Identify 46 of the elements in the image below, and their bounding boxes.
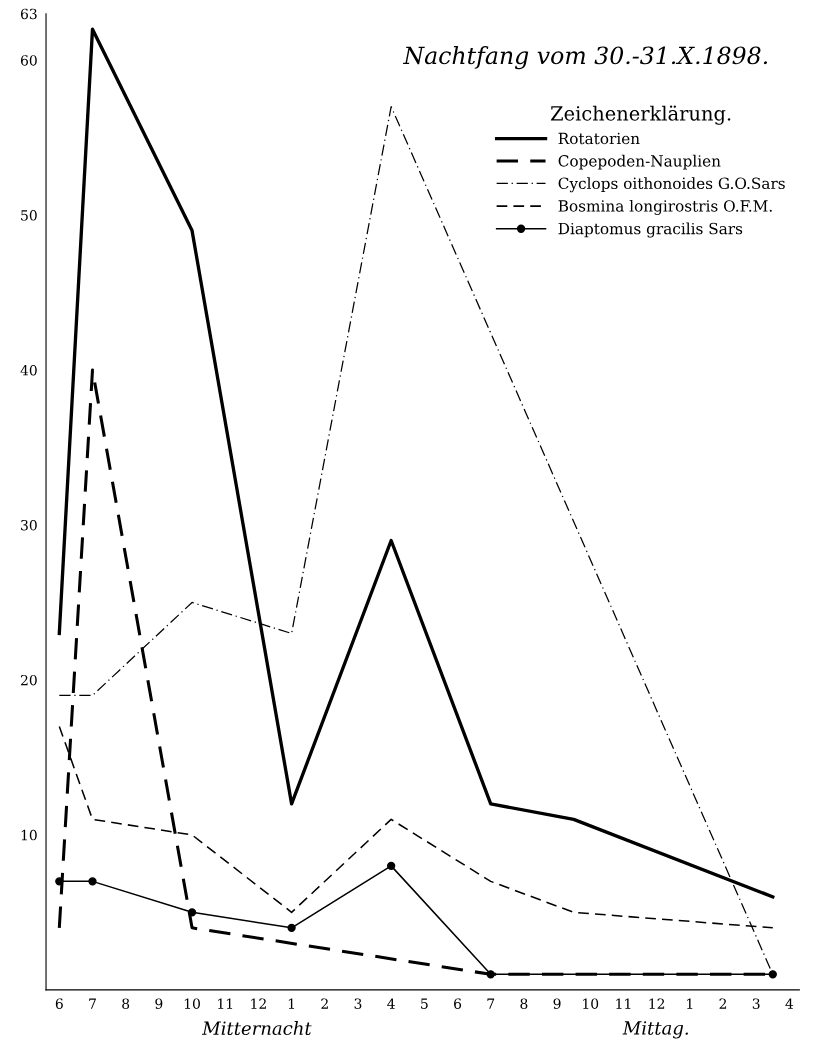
x-tick-label: 12 [649,998,665,1009]
legend-label: Cyclops oithonoides G.O.Sars [558,177,785,193]
x-tick-label: 3 [354,998,362,1009]
x-tick-label: 11 [616,998,631,1009]
x-tick-label: 6 [55,998,63,1009]
x-tick-label: 4 [785,998,794,1009]
text: Mitternacht [201,1021,312,1036]
x-tick-label: 5 [421,998,428,1009]
y-tick-label: 60 [20,55,37,66]
legend-label: Diaptomus gracilis Sars [558,222,743,238]
point [88,877,97,886]
point [187,908,197,917]
y-tick-label: 10 [21,829,37,841]
x-tick-label: 2 [321,998,328,1009]
x-tick-label: 6 [454,998,462,1009]
x-tick-label: 8 [122,998,130,1009]
legend-label: Bosmina longirostris O.F.M. [558,199,772,215]
y-tick-label: 20 [20,674,37,686]
x-tick-label: 7 [487,998,495,1009]
legend-label: Rotatorien [558,132,640,145]
text: Mittag. [622,1021,688,1039]
x-tick-label: 4 [387,998,395,1009]
point [768,970,777,979]
legend-label: Copepoden-Nauplien [558,154,721,170]
y-tick-label: 40 [20,365,37,376]
legend-title: Zeichenerklärung. [550,105,731,125]
x-tick-label: 11 [218,998,233,1009]
x-tick-label: 2 [719,998,727,1009]
text: Nachtfang vom 30.-31.X.1898. [403,46,768,70]
point [287,923,296,933]
x-tick-label: 1 [288,998,295,1009]
point [386,861,396,871]
x-tick-label: 1 [687,998,693,1009]
x-tick-label: 8 [520,998,528,1009]
x-tick-label: 3 [752,998,760,1009]
y-tick-label: 30 [21,519,37,531]
y-tick-label: 63 [20,8,37,20]
point [55,877,64,886]
x-tick-label: 9 [553,998,561,1009]
x-tick-label: 7 [89,998,96,1009]
point [486,970,495,979]
x-tick-label: 10 [583,998,599,1009]
x-tick-label: 12 [251,998,266,1009]
x-tick-label: 9 [155,998,163,1009]
x-tick-label: 10 [184,998,200,1009]
y-tick-label: 50 [21,210,37,221]
